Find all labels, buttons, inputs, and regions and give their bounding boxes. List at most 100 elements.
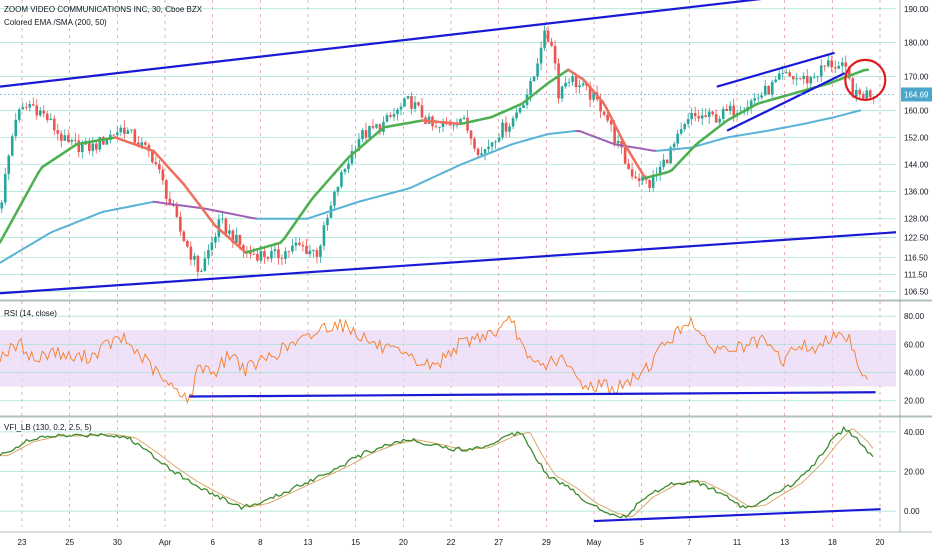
candle-body xyxy=(557,63,560,99)
candle-body xyxy=(805,75,809,84)
candle-body xyxy=(413,102,417,109)
candle-body xyxy=(788,72,792,77)
candle-body xyxy=(357,139,361,151)
y-tick-label: 144.00 xyxy=(904,161,929,170)
candle-body xyxy=(196,255,200,272)
candle-body xyxy=(550,41,553,46)
candle-body xyxy=(252,253,256,255)
x-tick-label: 27 xyxy=(494,538,503,547)
candle-body xyxy=(613,124,616,144)
candle-body xyxy=(529,81,532,95)
candle-body xyxy=(760,95,764,98)
candle-body xyxy=(179,216,182,232)
candle-body xyxy=(389,115,392,117)
vfi-tick-label: 0.00 xyxy=(904,507,920,516)
candle-body xyxy=(690,113,693,120)
candle-body xyxy=(630,169,634,177)
candle-body xyxy=(336,186,340,192)
ema50-line xyxy=(601,100,608,110)
candle-body xyxy=(536,63,539,77)
candle-body xyxy=(14,119,18,137)
candle-body xyxy=(277,249,280,259)
candle-body xyxy=(161,169,165,181)
candle-body xyxy=(476,148,480,156)
x-tick-label: 8 xyxy=(258,538,263,547)
candle-body xyxy=(833,67,837,69)
rsi-tick-label: 80.00 xyxy=(904,312,925,321)
panel-separators xyxy=(0,0,932,533)
x-tick-label: Apr xyxy=(159,538,172,547)
candle-body xyxy=(627,163,630,170)
candle-body xyxy=(361,130,364,140)
candle-body xyxy=(791,76,795,80)
candle-body xyxy=(823,65,827,67)
candle-body xyxy=(347,163,350,170)
candle-body xyxy=(662,159,665,167)
candle-body xyxy=(371,126,375,128)
candle-body xyxy=(203,258,207,271)
candle-body xyxy=(49,118,53,121)
candle-body xyxy=(193,255,196,260)
candle-body xyxy=(130,129,133,131)
candle-body xyxy=(403,98,406,107)
candle-body xyxy=(784,72,788,74)
candle-body xyxy=(441,123,445,128)
candle-body xyxy=(574,76,578,88)
candle-body xyxy=(45,113,49,121)
candle-body xyxy=(448,123,452,126)
candle-body xyxy=(28,104,32,108)
candle-body xyxy=(518,108,522,113)
candle-body xyxy=(809,77,813,84)
candle-body xyxy=(66,135,70,142)
vfi-tick-label: 40.00 xyxy=(904,428,925,437)
ema50-line xyxy=(21,192,29,202)
candle-body xyxy=(466,117,469,131)
candle-body xyxy=(837,65,841,69)
candle-body xyxy=(770,81,774,95)
candle-body xyxy=(105,140,109,145)
candle-body xyxy=(560,86,564,99)
candle-body xyxy=(119,127,123,133)
candle-body xyxy=(651,176,655,188)
candle-body xyxy=(697,116,700,119)
candle-body xyxy=(312,250,315,251)
candle-body xyxy=(266,256,270,259)
candle-body xyxy=(77,140,81,153)
candle-body xyxy=(112,134,116,136)
candle-body xyxy=(42,110,46,114)
candle-body xyxy=(7,155,11,175)
price-panel xyxy=(0,0,897,295)
candle-body xyxy=(469,130,473,139)
candle-body xyxy=(21,107,25,110)
candle-body xyxy=(658,166,662,175)
ema50-line xyxy=(620,137,628,148)
candle-body xyxy=(588,85,592,100)
candle-body xyxy=(200,270,203,272)
y-tick-label: 160.00 xyxy=(904,106,929,115)
candle-body xyxy=(567,81,571,83)
candle-body xyxy=(186,240,189,247)
candle-body xyxy=(861,94,865,99)
x-tick-label: 23 xyxy=(18,538,27,547)
candle-body xyxy=(399,106,403,110)
x-tick-label: 25 xyxy=(65,538,74,547)
candle-body xyxy=(256,253,259,261)
candle-body xyxy=(308,250,312,254)
candle-body xyxy=(599,99,602,112)
ema50-line xyxy=(609,115,616,126)
candle-body xyxy=(10,136,14,156)
candle-body xyxy=(417,102,420,106)
candle-body xyxy=(375,124,378,128)
candle-body xyxy=(235,234,238,243)
y-tick-label: 190.00 xyxy=(904,5,929,14)
candle-body xyxy=(368,126,371,138)
candle-body xyxy=(263,251,266,257)
candle-body xyxy=(844,62,848,67)
ema50-line xyxy=(17,199,25,209)
candle-body xyxy=(144,142,147,145)
y-tick-label: 116.50 xyxy=(904,254,928,263)
candle-body xyxy=(802,75,806,79)
candle-body xyxy=(532,76,536,82)
candle-body xyxy=(816,76,820,78)
candle-body xyxy=(73,139,77,141)
